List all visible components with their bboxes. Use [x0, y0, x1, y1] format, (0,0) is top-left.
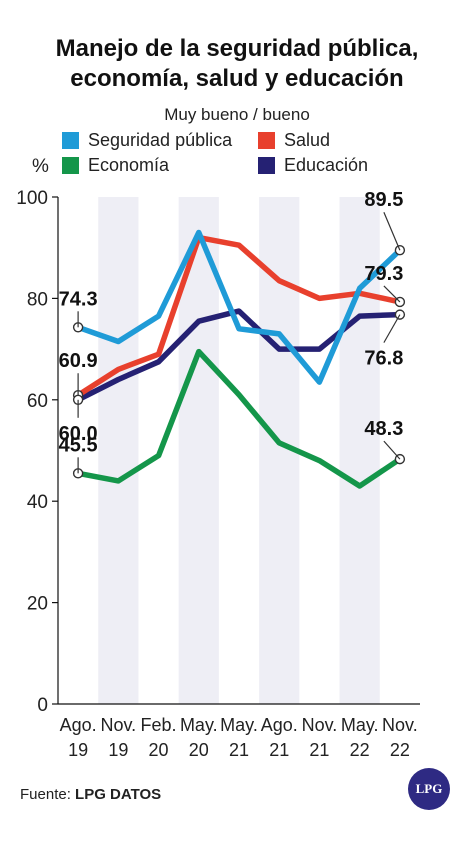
annotation-label: 74.3	[59, 288, 98, 310]
x-tick-label-month: Nov.	[302, 715, 338, 735]
y-tick-label: 100	[16, 188, 48, 209]
x-tick-label-month: Feb.	[141, 715, 177, 735]
x-tick-label-month: Nov.	[382, 715, 418, 735]
y-axis-unit: %	[32, 156, 49, 177]
x-tick-label-year: 20	[149, 740, 169, 760]
chart-title-line2: economía, salud y educación	[70, 65, 404, 92]
y-tick-label: 40	[27, 492, 48, 513]
y-tick-label: 0	[37, 695, 48, 716]
x-tick-label-month: May.	[220, 715, 258, 735]
x-tick-label-year: 22	[350, 740, 370, 760]
x-tick-label-year: 21	[269, 740, 289, 760]
x-tick-label-month: Ago.	[60, 715, 97, 735]
annotation-label: 48.3	[364, 418, 403, 440]
x-tick-label-year: 21	[309, 740, 329, 760]
y-tick-label: 20	[27, 594, 48, 615]
legend-swatch-seguridad	[62, 132, 79, 149]
annotation-label: 89.5	[364, 189, 403, 211]
legend-swatch-educacion	[258, 157, 275, 174]
annotation-label: 79.3	[364, 263, 403, 285]
chart-title-line1: Manejo de la seguridad pública,	[55, 35, 419, 62]
x-tick-label-year: 22	[390, 740, 410, 760]
legend-label-salud: Salud	[284, 130, 331, 150]
legend-item-economia: Economía	[62, 155, 169, 176]
annotation-label: 45.5	[59, 434, 98, 456]
legend-label-educacion: Educación	[284, 155, 369, 175]
source-name: LPG DATOS	[75, 786, 162, 803]
x-tick-label-year: 21	[229, 740, 249, 760]
annotation-leader	[383, 285, 401, 303]
chart-subtitle: Muy bueno / bueno	[164, 105, 310, 124]
annotation-leader	[383, 314, 401, 343]
x-tick-label-month: Nov.	[100, 715, 136, 735]
annotation-leader	[383, 440, 401, 460]
x-tick-label-month: May.	[341, 715, 379, 735]
x-tick-label-month: May.	[180, 715, 218, 735]
shaded-column	[339, 197, 380, 704]
y-tick-label: 60	[27, 391, 48, 412]
series-line-seguridad-p-blica	[75, 229, 403, 385]
x-tick-label-month: Ago.	[261, 715, 298, 735]
legend-item-educacion: Educación	[258, 155, 368, 176]
series-line-salud	[75, 234, 403, 398]
legend-label-seguridad: Seguridad pública	[88, 130, 233, 150]
legend-swatch-salud	[258, 132, 275, 149]
legend-item-seguridad: Seguridad pública	[62, 130, 232, 151]
annotation-label: 60.0	[59, 423, 98, 445]
legend-item-salud: Salud	[258, 130, 330, 151]
legend-label-economia: Economía	[88, 155, 170, 175]
y-tick-label: 80	[27, 289, 48, 310]
lpg-logo: LPG	[408, 768, 450, 810]
x-tick-label-year: 20	[189, 740, 209, 760]
x-tick-label-year: 19	[108, 740, 128, 760]
shaded-column	[98, 197, 139, 704]
series-line-econom-a	[75, 348, 403, 489]
x-tick-label-year: 19	[68, 740, 88, 760]
legend-swatch-economia	[62, 157, 79, 174]
chart-title: Manejo de la seguridad pública, economía…	[0, 34, 474, 94]
source-label: Fuente:	[20, 786, 71, 803]
series-line-educaci-n	[75, 308, 403, 403]
source-note: Fuente: LPG DATOS	[20, 786, 161, 803]
annotation-label: 60.9	[59, 350, 98, 372]
annotation-label: 76.8	[364, 348, 403, 370]
annotation-leader	[383, 212, 401, 251]
